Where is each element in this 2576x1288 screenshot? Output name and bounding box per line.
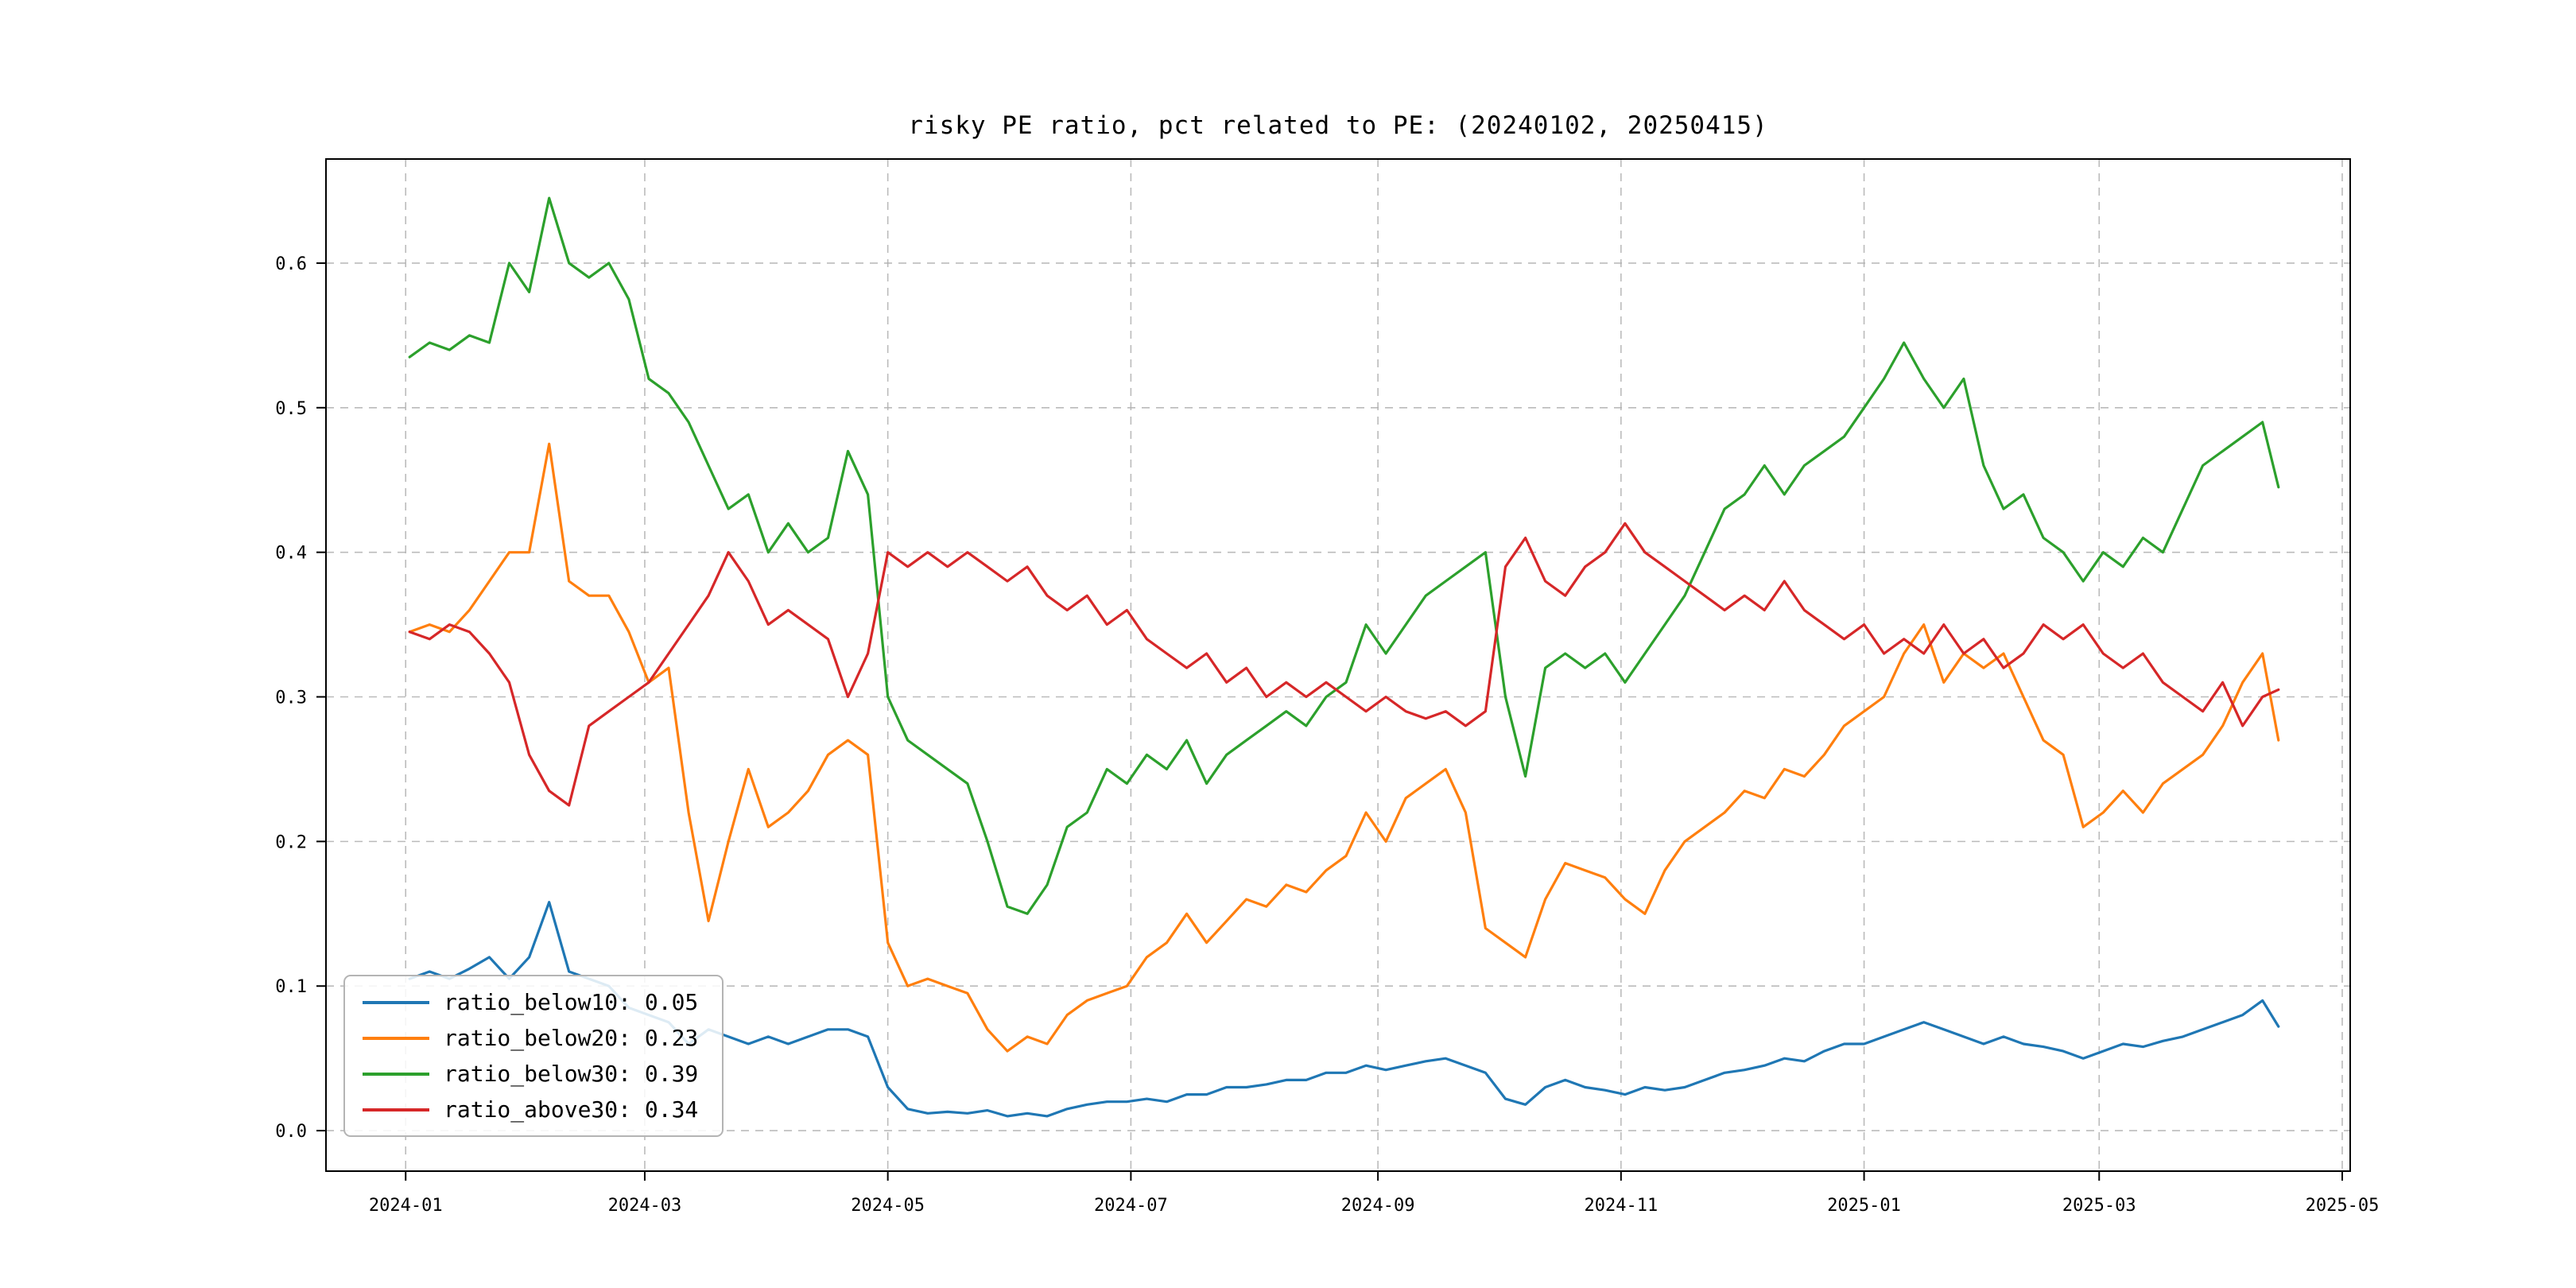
axis-frame bbox=[325, 158, 2351, 1172]
x-tick-label: 2024-11 bbox=[1584, 1196, 1658, 1216]
y-tick-label: 0.3 bbox=[275, 689, 307, 708]
legend-label: ratio_above30: 0.34 bbox=[444, 1096, 699, 1123]
y-tick-label: 0.6 bbox=[275, 254, 307, 274]
legend-item-ratio_below30: ratio_below30: 0.39 bbox=[363, 1061, 698, 1087]
x-tick-label: 2025-01 bbox=[1827, 1196, 1901, 1216]
legend-item-ratio_below10: ratio_below10: 0.05 bbox=[363, 989, 698, 1015]
legend-line-swatch bbox=[363, 1036, 429, 1040]
y-tick-label: 0.4 bbox=[275, 544, 307, 564]
legend-line-swatch bbox=[363, 1108, 429, 1111]
x-tick-label: 2024-05 bbox=[851, 1196, 925, 1216]
x-tick-label: 2024-07 bbox=[1094, 1196, 1168, 1216]
legend-item-ratio_below20: ratio_below20: 0.23 bbox=[363, 1025, 698, 1051]
x-tick-label: 2024-09 bbox=[1341, 1196, 1415, 1216]
legend-label: ratio_below30: 0.39 bbox=[444, 1061, 699, 1087]
y-tick-label: 0.2 bbox=[275, 832, 307, 852]
y-tick-label: 0.0 bbox=[275, 1122, 307, 1142]
y-tick-label: 0.5 bbox=[275, 399, 307, 419]
legend-label: ratio_below20: 0.23 bbox=[444, 1025, 699, 1051]
legend-item-ratio_above30: ratio_above30: 0.34 bbox=[363, 1096, 698, 1123]
chart-title: risky PE ratio, pct related to PE: (2024… bbox=[908, 111, 1768, 140]
series-line-ratio_above30 bbox=[408, 522, 2280, 807]
x-tick-label: 2024-01 bbox=[369, 1196, 443, 1216]
series-line-ratio_below30 bbox=[408, 196, 2280, 915]
x-tick-label: 2025-05 bbox=[2306, 1196, 2380, 1216]
legend-line-swatch bbox=[363, 1000, 429, 1004]
x-tick-label: 2024-03 bbox=[608, 1196, 682, 1216]
legend: ratio_below10: 0.05 ratio_below20: 0.23 ra… bbox=[343, 975, 724, 1137]
legend-line-swatch bbox=[363, 1072, 429, 1076]
x-tick-label: 2025-03 bbox=[2062, 1196, 2136, 1216]
y-tick-label: 0.1 bbox=[275, 977, 307, 997]
legend-label: ratio_below10: 0.05 bbox=[444, 989, 699, 1015]
series-line-ratio_below20 bbox=[408, 442, 2280, 1053]
